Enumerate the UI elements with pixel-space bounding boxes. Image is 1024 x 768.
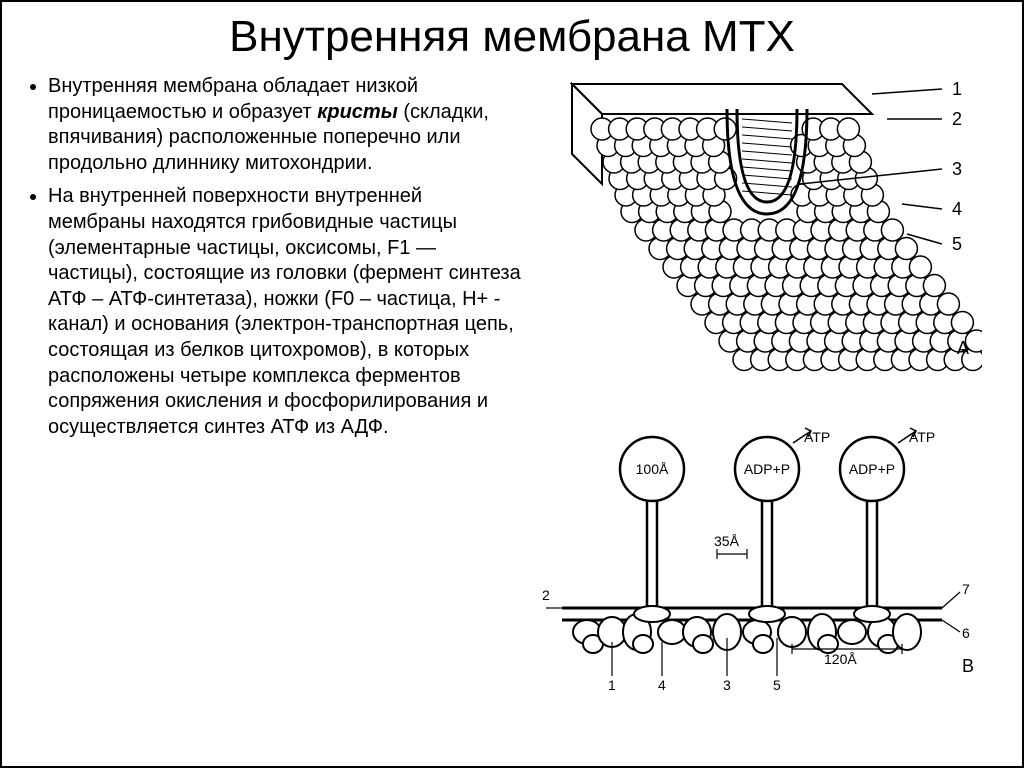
figure-b: 100Å ADP+P ATP ADP+P ATP 35Å 120Å 2 1 4 3 5 7 6 В: [542, 414, 982, 694]
bullet-2-text: На внутренней поверхности внутренней мем…: [48, 185, 521, 437]
figA-label-1: 1: [952, 79, 962, 99]
figB-n5: 5: [773, 677, 781, 693]
figB-n2: 2: [542, 587, 550, 603]
figB-n4: 4: [658, 677, 666, 693]
figB-n7: 7: [962, 581, 970, 597]
bullet-list: Внутренняя мембрана обладает низкой прон…: [22, 74, 522, 440]
slide-title: Внутренняя мембрана МТХ: [22, 12, 1002, 62]
bullet-2: На внутренней поверхности внутренней мем…: [48, 184, 522, 440]
text-column: Внутренняя мембрана обладает низкой прон…: [22, 74, 532, 746]
figB-n1: 1: [608, 677, 616, 693]
figB-atp-1: ATP: [804, 429, 830, 445]
figure-a: 1 2 3 4 5 А: [542, 74, 982, 394]
figure-column: 1 2 3 4 5 А 100Å ADP+P ATP ADP+P ATP 35Å 120Å 2 1 4 3 5 7…: [532, 74, 1002, 746]
figA-letter: А: [957, 338, 969, 358]
figB-dim120: 120Å: [824, 651, 857, 667]
figB-head-label-1: ADP+P: [743, 461, 789, 477]
bullet-1: Внутренняя мембрана обладает низкой прон…: [48, 74, 522, 176]
content-area: Внутренняя мембрана обладает низкой прон…: [22, 74, 1002, 746]
figA-label-2: 2: [952, 109, 962, 129]
figB-n6: 6: [962, 625, 970, 641]
figA-label-4: 4: [952, 199, 962, 219]
figB-dim35: 35Å: [714, 533, 740, 549]
figA-label-3: 3: [952, 159, 962, 179]
figB-head-label-2: ADP+P: [848, 461, 894, 477]
figB-letter: В: [962, 656, 974, 676]
figA-label-5: 5: [952, 234, 962, 254]
figB-n3: 3: [723, 677, 731, 693]
figB-head-label-0: 100Å: [635, 461, 668, 477]
bullet-1-em: кристы: [317, 101, 398, 123]
figB-atp-2: ATP: [909, 429, 935, 445]
